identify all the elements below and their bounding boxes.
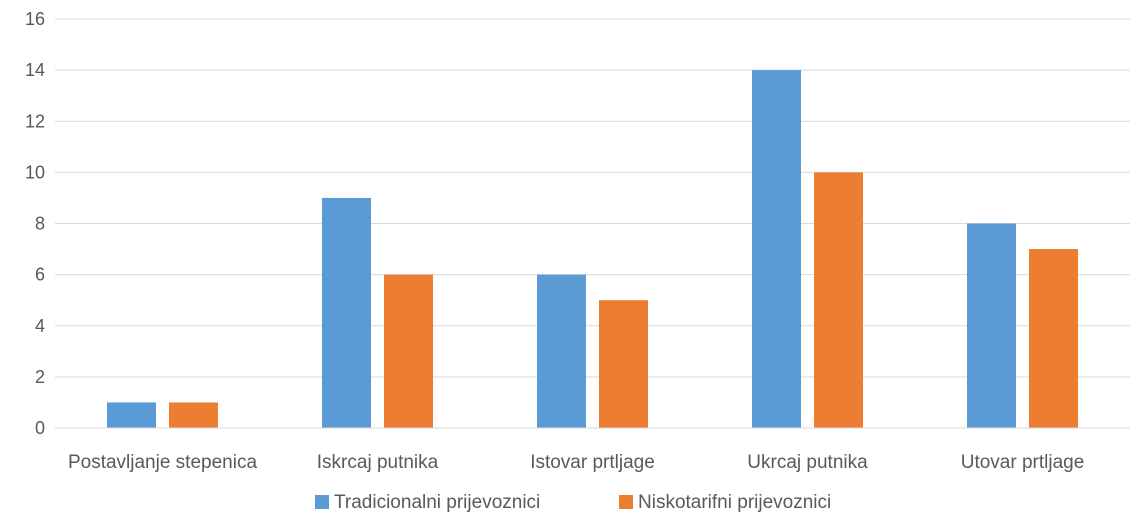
y-tick-label: 16 <box>25 9 45 29</box>
legend-swatch <box>315 495 329 509</box>
legend-label: Tradicionalni prijevoznici <box>334 492 540 513</box>
x-axis-category-labels: Postavljanje stepenica Iskrcaj putnika Ist… <box>68 452 1084 473</box>
legend-label: Niskotarifni prijevoznici <box>638 492 831 513</box>
bar-niskotarifni <box>384 274 433 428</box>
y-tick-label: 4 <box>35 316 45 336</box>
x-category-label: Ukrcaj putnika <box>747 452 868 473</box>
y-tick-label: 8 <box>35 214 45 234</box>
legend: Tradicionalni prijevoznici Niskotarifni p… <box>315 492 831 513</box>
y-tick-label: 10 <box>25 162 45 182</box>
bars <box>55 70 1130 429</box>
bar-tradicionalni <box>107 402 156 428</box>
legend-swatch <box>619 495 633 509</box>
y-axis-tick-labels: 0 2 4 6 8 10 12 14 16 <box>25 9 45 438</box>
bar-tradicionalni <box>537 274 586 428</box>
bar-tradicionalni <box>967 223 1016 428</box>
y-tick-label: 0 <box>35 418 45 438</box>
y-tick-label: 14 <box>25 60 45 80</box>
bar-niskotarifni <box>1029 249 1078 428</box>
bar-niskotarifni <box>599 300 648 428</box>
y-tick-label: 2 <box>35 367 45 387</box>
x-category-label: Utovar prtljage <box>961 452 1085 473</box>
y-tick-label: 12 <box>25 111 45 131</box>
x-category-label: Istovar prtljage <box>530 452 655 473</box>
bar-niskotarifni <box>169 402 218 428</box>
x-category-label: Postavljanje stepenica <box>68 452 257 473</box>
bar-niskotarifni <box>814 172 863 428</box>
bar-tradicionalni <box>322 197 371 428</box>
y-tick-label: 6 <box>35 265 45 285</box>
gridlines <box>55 18 1130 429</box>
x-category-label: Iskrcaj putnika <box>317 452 439 473</box>
bar-tradicionalni <box>752 70 801 428</box>
